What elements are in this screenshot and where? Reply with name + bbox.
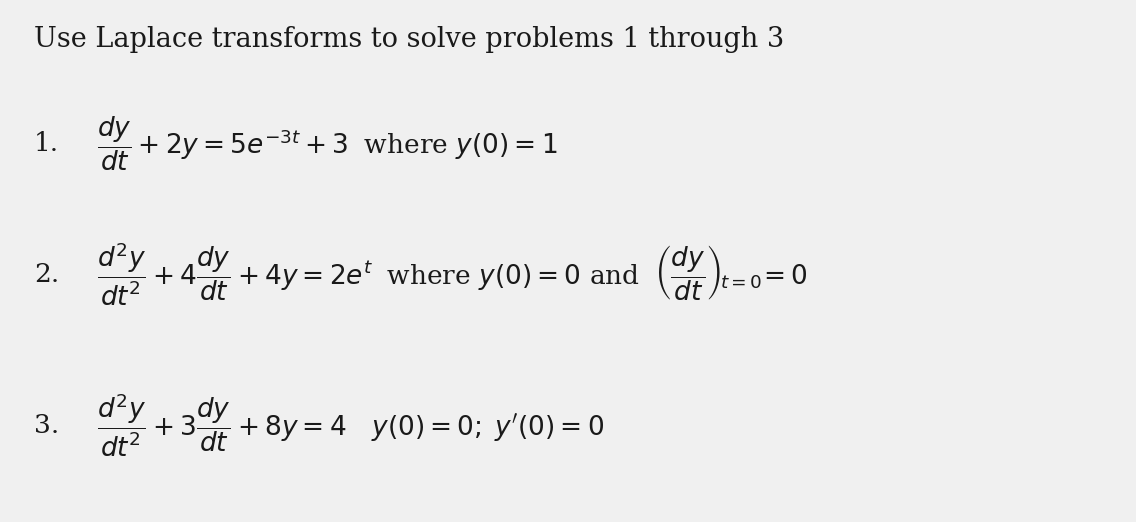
Text: $\dfrac{d^2y}{dt^2} +4\dfrac{dy}{dt} +4y=2e^{t}\;$ where $y(0)=0$ and $\;\left(\: $\dfrac{d^2y}{dt^2} +4\dfrac{dy}{dt} +4y… <box>97 241 807 307</box>
Text: 1.: 1. <box>34 131 59 156</box>
Text: 2.: 2. <box>34 262 59 287</box>
Text: 3.: 3. <box>34 413 59 438</box>
Text: $\dfrac{dy}{dt} + 2y = 5e^{-3t} + 3\;$ where $y(0) = 1$: $\dfrac{dy}{dt} + 2y = 5e^{-3t} + 3\;$ w… <box>97 114 557 173</box>
Text: Use Laplace transforms to solve problems 1 through 3: Use Laplace transforms to solve problems… <box>34 26 784 53</box>
Text: $\dfrac{d^2y}{dt^2} +3\dfrac{dy}{dt} +8y = 4\quad y(0) = 0;\; y'(0) = 0$: $\dfrac{d^2y}{dt^2} +3\dfrac{dy}{dt} +8y… <box>97 392 603 459</box>
